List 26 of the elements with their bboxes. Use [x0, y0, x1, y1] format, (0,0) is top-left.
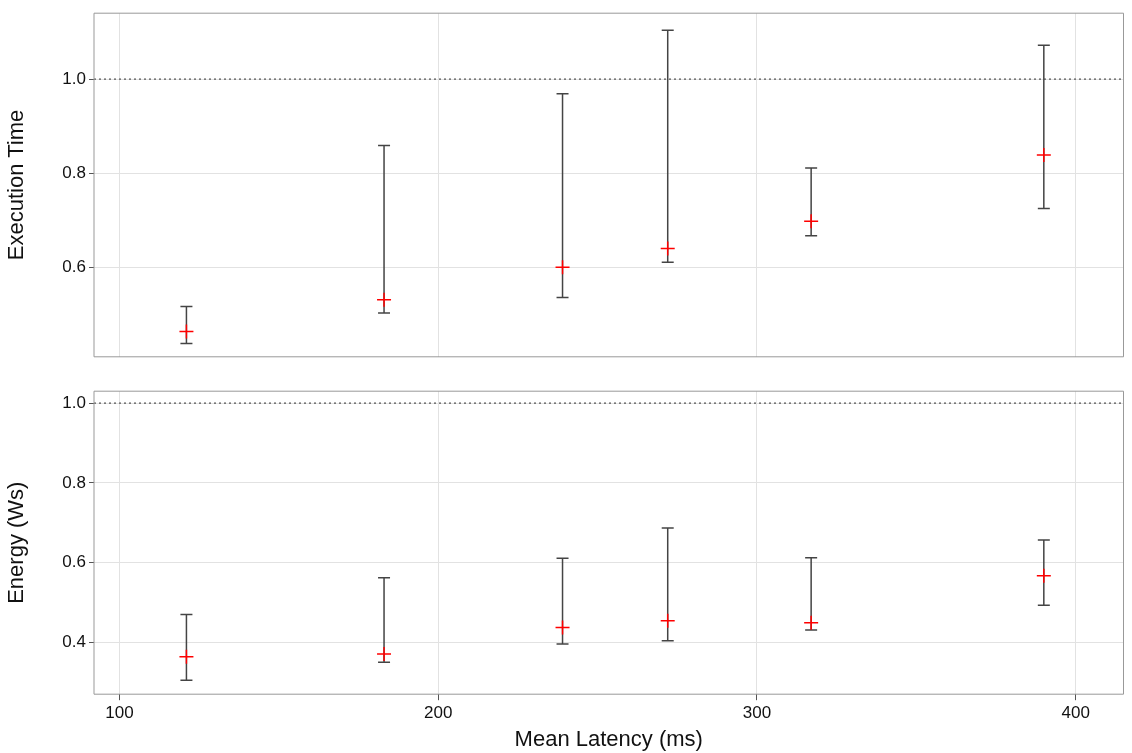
point [376, 292, 392, 308]
point [659, 613, 676, 629]
x-tick-label: 300 [742, 703, 772, 723]
point [178, 323, 195, 340]
y-tick-label: 1.0 [62, 392, 86, 412]
point [554, 619, 571, 636]
y-tick-label: 0.6 [62, 552, 86, 572]
y-tick-label: 1.0 [62, 68, 86, 88]
y-tick-label: 0.4 [62, 632, 86, 652]
point [803, 615, 819, 631]
point [1036, 147, 1052, 163]
point [659, 240, 676, 257]
y-tick-label: 0.8 [62, 472, 86, 492]
y-tick-label: 0.6 [62, 257, 86, 277]
x-tick-label: 400 [1061, 703, 1090, 723]
point [178, 648, 195, 665]
y-tick-label: 0.8 [62, 162, 86, 182]
x-tick-label: 100 [105, 703, 134, 723]
y-axis-title: Execution Time [3, 109, 29, 261]
point [1036, 568, 1052, 584]
point [376, 646, 392, 662]
x-tick-label: 200 [424, 703, 453, 723]
x-axis-title: Mean Latency (ms) [514, 725, 703, 751]
y-axis-title: Energy (Ws) [3, 481, 29, 604]
point [803, 213, 819, 229]
point [554, 259, 571, 276]
